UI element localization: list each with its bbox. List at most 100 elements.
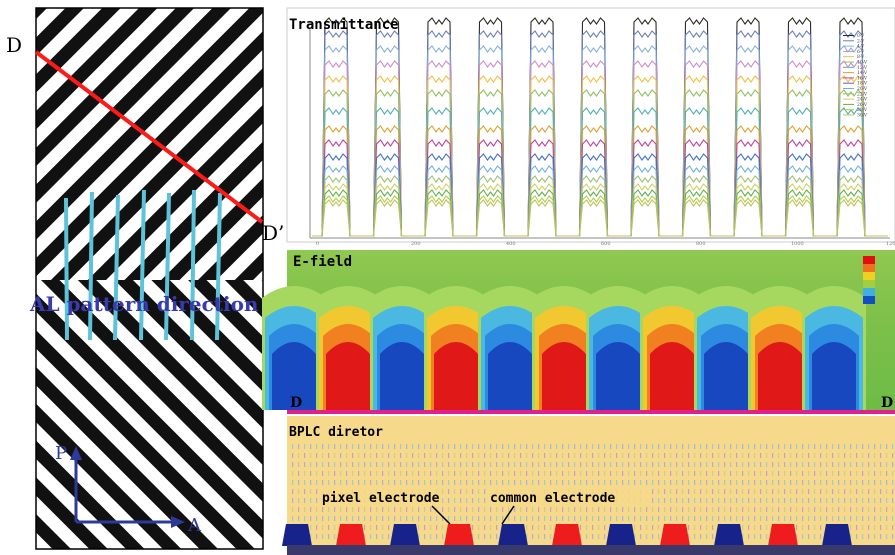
director-mark [502,453,504,458]
pixel-electrode-pointer [431,505,451,525]
director-mark [580,453,582,458]
director-mark [748,462,750,467]
director-mark [682,516,684,521]
director-mark [478,498,480,503]
director-mark [448,453,450,458]
director-mark [892,516,894,521]
director-mark [586,507,588,512]
director-mark [736,480,738,485]
x-tick-label: 0 [316,241,319,247]
director-mark [358,471,360,476]
director-mark [706,534,708,539]
director-mark [418,480,420,485]
director-mark [748,489,750,494]
director-mark [766,462,768,467]
director-mark [742,498,744,503]
director-mark [850,498,852,503]
director-mark [448,489,450,494]
director-mark [712,480,714,485]
director-mark [496,507,498,512]
director-mark [676,516,678,521]
transmittance-title: Transmittance [289,17,399,33]
director-mark [496,525,498,530]
director-mark [472,453,474,458]
director-mark [796,471,798,476]
director-mark [610,516,612,521]
director-mark [370,471,372,476]
director-mark [556,480,558,485]
director-mark [640,444,642,449]
director-mark [730,444,732,449]
director-mark [670,453,672,458]
director-mark [748,498,750,503]
director-mark [694,498,696,503]
director-mark [826,444,828,449]
director-mark [484,507,486,512]
director-mark [346,462,348,467]
colorbar-swatch [863,264,875,272]
director-mark [328,471,330,476]
director-mark [340,516,342,521]
director-mark [304,462,306,467]
director-mark [370,516,372,521]
director-mark [544,507,546,512]
director-mark [778,516,780,521]
director-mark [820,534,822,539]
director-mark [844,516,846,521]
director-mark [676,471,678,476]
director-mark [688,498,690,503]
efield-lobe-negative [488,342,532,410]
director-mark [406,453,408,458]
director-mark [478,507,480,512]
director-mark [886,507,888,512]
director-mark [664,480,666,485]
director-mark [850,525,852,530]
director-mark [406,516,408,521]
director-mark [790,507,792,512]
lower-stripe-region [36,280,263,549]
director-mark [598,453,600,458]
director-mark [394,462,396,467]
director-mark [892,471,894,476]
director-mark [484,534,486,539]
director-mark [580,534,582,539]
director-mark [676,507,678,512]
transmittance-curve [312,125,888,237]
director-mark [364,507,366,512]
director-mark [340,462,342,467]
director-mark [610,444,612,449]
d-d-prime-line [34,50,264,224]
director-mark [364,462,366,467]
director-mark [298,507,300,512]
director-mark [718,507,720,512]
director-mark [298,480,300,485]
director-mark [484,489,486,494]
director-mark [436,525,438,530]
director-mark [790,471,792,476]
pixel-electrode [552,524,582,546]
director-mark [628,471,630,476]
director-mark [496,462,498,467]
director-mark [364,453,366,458]
director-mark [664,507,666,512]
director-mark [676,489,678,494]
director-mark [496,480,498,485]
director-mark [634,462,636,467]
director-mark [310,489,312,494]
director-mark [316,471,318,476]
colorbar-swatch [863,272,875,280]
legend-entry: 6-V [857,49,865,55]
director-mark [730,453,732,458]
director-mark [610,462,612,467]
director-mark [322,534,324,539]
legend-entry: 16-V [857,75,868,81]
director-mark [430,507,432,512]
director-mark [466,462,468,467]
director-mark [322,462,324,467]
director-mark [358,480,360,485]
director-mark [754,489,756,494]
director-mark [754,444,756,449]
director-mark [706,498,708,503]
director-mark [460,480,462,485]
